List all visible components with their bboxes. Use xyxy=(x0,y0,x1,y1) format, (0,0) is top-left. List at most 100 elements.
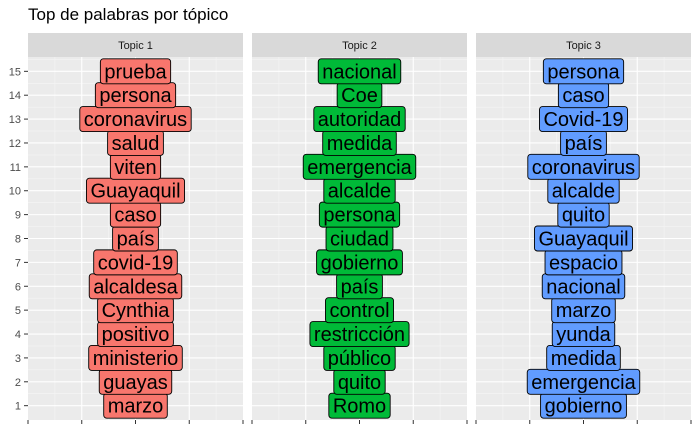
word-label: ministerio xyxy=(88,344,183,371)
word-label: quito xyxy=(333,368,386,395)
word-label: alcalde xyxy=(323,177,396,204)
word-label-text: quito xyxy=(338,372,381,394)
word-label-text: ministerio xyxy=(93,348,179,370)
word-label-text: yunda xyxy=(556,324,611,346)
y-tick-label: 8 xyxy=(15,234,21,246)
word-label-text: emergencia xyxy=(531,372,636,394)
word-label-text: medida xyxy=(327,133,393,155)
y-tick-label: 11 xyxy=(10,162,21,174)
word-label: ciudad xyxy=(325,225,394,252)
y-tick-label: 6 xyxy=(15,281,21,293)
word-label: país xyxy=(336,273,383,300)
facet-strip xyxy=(476,33,691,57)
word-label-text: control xyxy=(329,300,389,322)
word-label: guayas xyxy=(98,368,173,395)
word-label: caso xyxy=(557,82,610,109)
word-label-text: Coe xyxy=(341,85,378,107)
word-label: persona xyxy=(542,58,625,85)
word-label: positivo xyxy=(97,321,174,347)
word-label: Coe xyxy=(336,82,383,109)
word-label-text: país xyxy=(341,276,379,298)
word-label-text: Cynthia xyxy=(102,300,171,322)
word-label-text: salud xyxy=(112,133,160,155)
word-label: emergencia xyxy=(526,368,641,395)
word-label-text: covid-19 xyxy=(98,252,174,274)
word-label-text: alcaldesa xyxy=(93,276,178,298)
word-label: covid-19 xyxy=(93,249,178,276)
word-label: gobierno xyxy=(540,392,627,419)
word-label-text: guayas xyxy=(103,372,168,394)
word-label-text: gobierno xyxy=(545,396,623,418)
word-label: medida xyxy=(546,344,621,371)
word-label-text: positivo xyxy=(102,324,170,346)
word-label: país xyxy=(112,225,159,252)
word-label: coronavirus xyxy=(527,153,640,180)
word-label: restricción xyxy=(309,321,410,347)
y-tick-label: 4 xyxy=(15,329,21,341)
word-label-text: Guayaquil xyxy=(538,229,628,251)
word-label: coronavirus xyxy=(79,106,192,133)
word-label: público xyxy=(323,344,396,371)
y-tick-label: 2 xyxy=(15,377,21,389)
facet-strip-label: Topic 1 xyxy=(118,40,153,52)
word-label-text: autoridad xyxy=(318,109,401,131)
y-tick-label: 14 xyxy=(9,90,21,102)
facet-strip-label: Topic 3 xyxy=(566,40,601,52)
word-label: Cynthia xyxy=(97,297,174,324)
y-tick-label: 5 xyxy=(15,305,21,317)
word-label: salud xyxy=(107,130,164,156)
word-label: yunda xyxy=(551,321,616,347)
word-label: control xyxy=(325,297,394,324)
word-label-box xyxy=(542,58,625,85)
y-tick-label: 9 xyxy=(15,210,21,222)
word-label: caso xyxy=(109,201,162,228)
word-label-box xyxy=(317,58,402,85)
word-label: marzo xyxy=(551,297,616,324)
word-label-text: alcalde xyxy=(328,181,391,203)
word-label: persona xyxy=(318,201,401,228)
word-label-text: nacional xyxy=(546,276,621,298)
word-label: alcaldesa xyxy=(88,273,183,300)
word-label-text: Covid-19 xyxy=(543,109,623,131)
word-label-text: prueba xyxy=(104,61,167,83)
facet-strip-label: Topic 2 xyxy=(342,40,377,52)
word-label-text: alcalde xyxy=(552,181,615,203)
word-label-text: público xyxy=(328,348,391,370)
word-label-text: caso xyxy=(114,205,156,227)
word-label: Guayaquil xyxy=(534,225,633,252)
word-label-text: gobierno xyxy=(321,252,399,274)
word-label: nacional xyxy=(317,58,402,85)
word-label: autoridad xyxy=(313,106,406,133)
word-label-text: país xyxy=(565,133,603,155)
facet-strip xyxy=(252,33,467,57)
word-label: viten xyxy=(109,153,162,180)
word-label: prueba xyxy=(99,58,172,85)
word-label-text: coronavirus xyxy=(532,157,635,179)
word-label: país xyxy=(560,130,607,156)
word-label-text: coronavirus xyxy=(84,109,187,131)
word-label-text: ciudad xyxy=(330,229,389,251)
word-label-text: persona xyxy=(323,205,396,227)
y-tick-label: 1 xyxy=(15,401,21,413)
word-label-text: persona xyxy=(99,85,172,107)
y-tick-label: 13 xyxy=(9,114,21,126)
word-label: nacional xyxy=(541,273,626,300)
word-label-text: Romo xyxy=(333,396,386,418)
word-label-text: nacional xyxy=(322,61,397,83)
word-label: persona xyxy=(94,82,177,109)
word-label-text: persona xyxy=(547,61,620,83)
word-label-text: medida xyxy=(551,348,617,370)
word-label: Covid-19 xyxy=(539,106,628,133)
word-label-text: marzo xyxy=(556,300,612,322)
y-tick-label: 3 xyxy=(15,353,21,365)
word-label: alcalde xyxy=(547,177,620,204)
facet-strip xyxy=(28,33,243,57)
word-label: espacio xyxy=(544,249,623,276)
word-label-text: restricción xyxy=(314,324,405,346)
word-label: Romo xyxy=(328,392,391,419)
word-label: Guayaquil xyxy=(86,177,185,204)
word-label-box xyxy=(99,58,172,85)
word-label-text: caso xyxy=(562,85,604,107)
word-label-text: emergencia xyxy=(307,157,412,179)
